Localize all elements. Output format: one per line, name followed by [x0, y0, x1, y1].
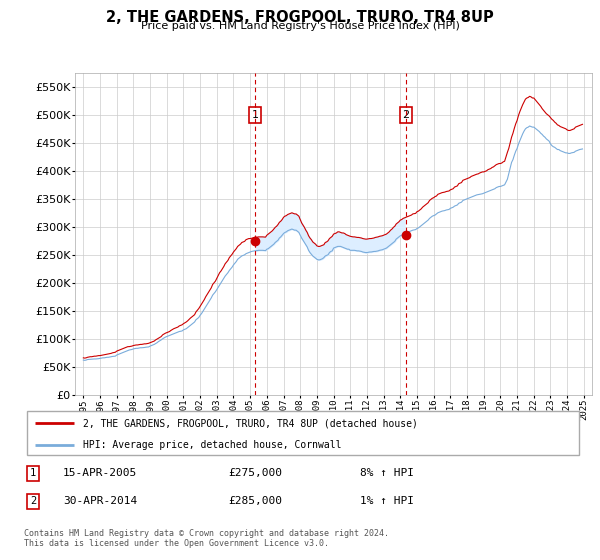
Text: 2: 2 — [30, 496, 36, 506]
Text: 1% ↑ HPI: 1% ↑ HPI — [360, 496, 414, 506]
Text: £285,000: £285,000 — [228, 496, 282, 506]
Text: 2, THE GARDENS, FROGPOOL, TRURO, TR4 8UP: 2, THE GARDENS, FROGPOOL, TRURO, TR4 8UP — [106, 10, 494, 25]
Text: Contains HM Land Registry data © Crown copyright and database right 2024.
This d: Contains HM Land Registry data © Crown c… — [24, 529, 389, 548]
Text: 2, THE GARDENS, FROGPOOL, TRURO, TR4 8UP (detached house): 2, THE GARDENS, FROGPOOL, TRURO, TR4 8UP… — [83, 418, 418, 428]
FancyBboxPatch shape — [27, 412, 579, 455]
Text: HPI: Average price, detached house, Cornwall: HPI: Average price, detached house, Corn… — [83, 440, 341, 450]
Text: 1: 1 — [30, 468, 36, 478]
Text: 30-APR-2014: 30-APR-2014 — [63, 496, 137, 506]
Text: 2: 2 — [402, 110, 409, 120]
Text: 15-APR-2005: 15-APR-2005 — [63, 468, 137, 478]
Text: £275,000: £275,000 — [228, 468, 282, 478]
Text: 8% ↑ HPI: 8% ↑ HPI — [360, 468, 414, 478]
Text: Price paid vs. HM Land Registry's House Price Index (HPI): Price paid vs. HM Land Registry's House … — [140, 21, 460, 31]
Text: 1: 1 — [251, 110, 259, 120]
